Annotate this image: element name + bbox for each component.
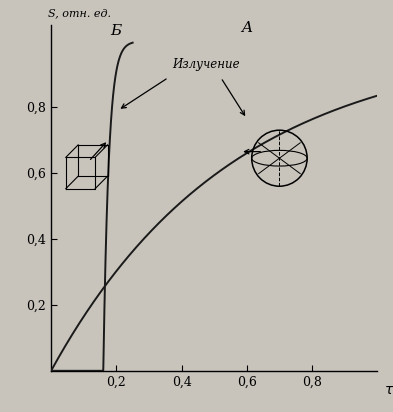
Text: Излучение: Излучение <box>172 58 239 71</box>
Text: S, отн. ед.: S, отн. ед. <box>48 8 111 18</box>
Text: Б: Б <box>111 24 122 38</box>
Text: $\tau_z$: $\tau_z$ <box>384 385 393 399</box>
Text: A: A <box>241 21 252 35</box>
